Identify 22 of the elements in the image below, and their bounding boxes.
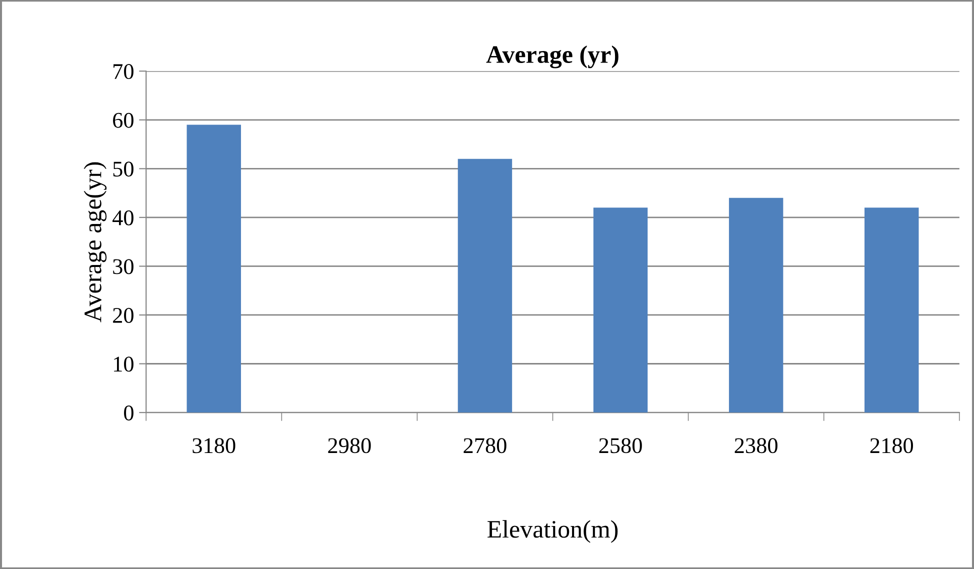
x-tick-label: 2980: [328, 438, 371, 454]
bar: [864, 208, 919, 413]
y-axis-title: Average age(yr): [84, 162, 107, 322]
x-tick-label: 3180: [192, 438, 236, 454]
x-tick-label: 2180: [870, 438, 913, 454]
x-tick-label: 2780: [464, 438, 506, 454]
y-tick-label: 0: [124, 405, 134, 420]
y-tick-label: 40: [112, 210, 134, 226]
bar: [728, 198, 784, 413]
y-tick-label: 50: [113, 162, 134, 177]
y-tick-label: 10: [114, 356, 134, 372]
y-tick-label: 70: [114, 64, 134, 80]
bar: [186, 124, 241, 413]
x-tick-label: 2380: [734, 438, 778, 454]
y-tick-label: 60: [113, 112, 134, 128]
y-tick-label: 20: [113, 308, 134, 323]
bar: [593, 208, 648, 413]
bar: [458, 158, 512, 413]
y-tick-label: 30: [113, 259, 134, 274]
x-axis-title: Elevation(m): [488, 520, 618, 543]
x-tick-label: 2580: [599, 438, 642, 454]
chart-title: Average (yr): [486, 45, 618, 68]
